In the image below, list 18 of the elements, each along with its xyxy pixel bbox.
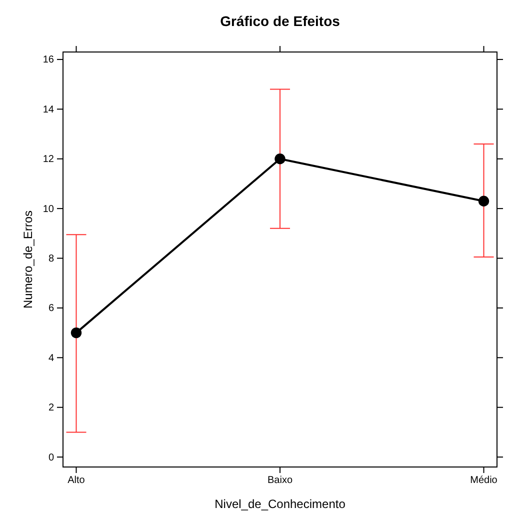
y-tick-label: 8: [48, 253, 54, 264]
y-tick-label: 10: [42, 204, 54, 215]
y-tick-label: 4: [48, 352, 54, 364]
x-tick-label: Alto: [68, 475, 86, 486]
y-tick-label: 2: [48, 402, 54, 414]
y-tick-label: 6: [48, 303, 54, 314]
x-tick-label: Baixo: [267, 475, 293, 486]
y-axis-title: Numero_de_Erros: [21, 210, 35, 309]
y-tick-label: 0: [48, 452, 54, 464]
x-axis-title: Nivel_de_Conhecimento: [214, 497, 346, 511]
point: [478, 196, 490, 206]
point: [70, 327, 82, 338]
y-tick-label: 12: [42, 154, 54, 166]
y-tick-label: 14: [42, 104, 54, 116]
chart-title: Gráfico de Efeitos: [220, 13, 340, 29]
y-tick-label: 16: [42, 54, 54, 66]
x-tick-label: Médio: [470, 475, 498, 486]
point: [274, 154, 286, 164]
